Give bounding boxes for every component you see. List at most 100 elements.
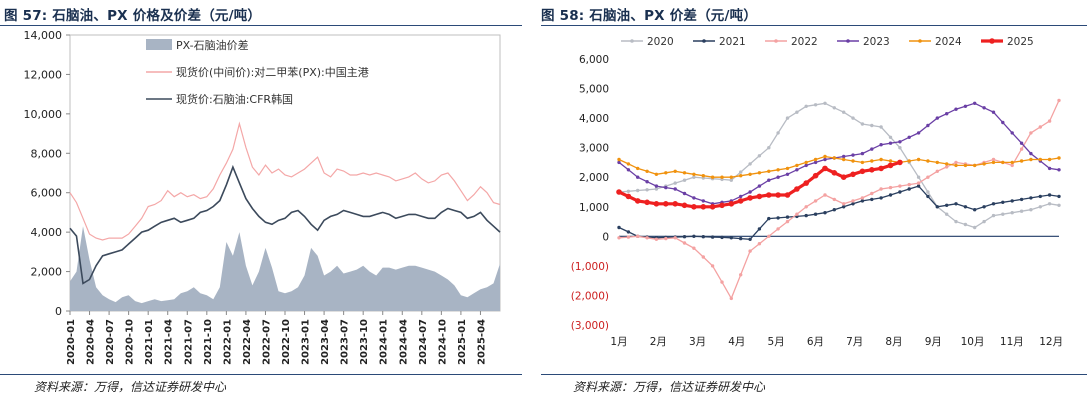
series-point-2024 (870, 159, 874, 163)
series-point-2023 (804, 163, 808, 168)
series-point-2023 (654, 184, 659, 188)
right-y-tick-label: 5,000 (579, 84, 609, 96)
legend-label-2025: 2025 (1007, 36, 1034, 48)
series-point-2023 (626, 168, 631, 172)
series-point-2020 (813, 103, 818, 107)
right-y-tick-label: 4,000 (579, 113, 609, 125)
series-point-2023 (1029, 151, 1033, 156)
series-point-2021 (935, 205, 939, 209)
series-point-2023 (664, 185, 668, 190)
series-point-2022 (767, 234, 771, 238)
left-x-tick-label: 2021-01 (144, 319, 155, 365)
series-point-2024 (860, 160, 865, 165)
series-point-2025 (869, 167, 875, 173)
series-point-2023 (879, 143, 883, 147)
series-point-2020 (739, 170, 743, 174)
series-point-2024 (664, 171, 668, 175)
series-point-2022 (888, 185, 893, 190)
series-point-2025 (709, 204, 716, 210)
left-y-tick-label: 14,000 (24, 29, 63, 42)
series-point-2025 (700, 204, 707, 210)
series-point-2022 (1019, 147, 1024, 151)
series-point-2020 (645, 188, 649, 192)
right-y-tick-label: (3,000) (571, 320, 609, 332)
series-point-2025 (616, 189, 622, 195)
right-x-tick-label: 6月 (807, 336, 824, 348)
right-y-tick-label: (1,000) (571, 261, 609, 273)
series-point-2023 (823, 157, 827, 162)
series-point-2023 (1001, 120, 1005, 125)
series-point-2020 (954, 219, 958, 224)
series-point-2024 (1029, 157, 1033, 162)
series-point-2023 (973, 101, 977, 106)
left-x-tick-label: 2022-10 (281, 319, 292, 365)
series-point-2024 (720, 175, 724, 179)
series-point-2025 (775, 192, 781, 198)
legend-marker-2024 (918, 39, 922, 43)
series-point-2020 (748, 162, 752, 166)
legend-label-2023: 2023 (863, 36, 890, 48)
left-x-tick-label: 2024-10 (437, 319, 448, 365)
series-point-2024 (945, 162, 949, 166)
series-point-2025 (719, 202, 725, 209)
series-point-2020 (692, 175, 696, 179)
series-point-2024 (636, 166, 640, 171)
series-point-2021 (1047, 193, 1052, 197)
series-point-2020 (654, 187, 659, 191)
series-point-2023 (785, 172, 790, 176)
series-line-naphtha-price (69, 164, 501, 285)
left-panel: 图 57: 石脑油、PX 价格及价差（元/吨） 0 2,000 4,000 6,000… (0, 0, 522, 400)
series-point-2025 (634, 198, 641, 204)
legend-label-naphtha-price: 现货价:石脑油:CFR韩国 (176, 92, 293, 106)
series-point-2021 (898, 190, 902, 194)
legend-label-2020: 2020 (647, 36, 674, 48)
left-x-tick-label: 2022-01 (222, 319, 233, 365)
series-point-2025 (766, 192, 772, 198)
series-point-2024 (626, 162, 631, 166)
series-point-2022 (626, 235, 631, 239)
series-point-2020 (982, 219, 986, 224)
series-point-2024 (1001, 160, 1005, 165)
series-point-2022 (842, 202, 846, 206)
left-x-tick-label: 2022-04 (242, 319, 253, 365)
series-point-2023 (692, 196, 696, 200)
series-point-2024 (963, 163, 968, 168)
series-point-2024 (926, 159, 930, 163)
right-y-tick-label: 1,000 (579, 202, 609, 214)
series-point-2022 (991, 157, 996, 162)
left-x-tick-label: 2020-04 (86, 319, 97, 365)
series-point-2020 (823, 101, 827, 106)
right-x-tick-label: 12月 (1039, 336, 1063, 348)
series-point-2021 (954, 202, 958, 206)
series-point-2020 (842, 110, 846, 114)
series-point-2020 (1019, 209, 1024, 213)
series-point-2022 (813, 199, 818, 203)
series-point-2023 (636, 175, 640, 179)
series-point-2021 (720, 235, 724, 240)
series-point-2021 (1038, 194, 1042, 199)
left-y-tick-label: 8,000 (31, 147, 63, 160)
series-point-2023 (1010, 131, 1014, 135)
left-x-tick-label: 2023-04 (320, 319, 331, 365)
series-point-2023 (935, 116, 939, 120)
series-point-2021 (945, 203, 949, 207)
right-x-tick-label: 11月 (1000, 336, 1024, 348)
series-point-2022 (720, 280, 724, 284)
series-point-2025 (653, 201, 660, 207)
series-point-2022 (1029, 131, 1033, 135)
series-point-2020 (916, 175, 921, 179)
series-point-2020 (832, 106, 836, 110)
series-point-2024 (682, 171, 687, 175)
series-point-2024 (748, 172, 752, 176)
series-point-2023 (898, 140, 902, 144)
left-x-tick-label: 2022-07 (261, 319, 272, 365)
series-point-2021 (870, 197, 874, 202)
right-x-tick-label: 8月 (885, 336, 902, 348)
left-chart: 0 2,000 4,000 6,000 8,000 10,000 12,000 14,000 2… (24, 29, 501, 365)
series-point-2024 (739, 174, 743, 178)
left-x-tick-label: 2020-10 (125, 319, 136, 365)
series-point-2025 (887, 162, 894, 169)
series-point-2022 (692, 246, 696, 250)
left-x-tick-label: 2023-01 (301, 319, 312, 365)
series-point-2024 (710, 175, 715, 179)
